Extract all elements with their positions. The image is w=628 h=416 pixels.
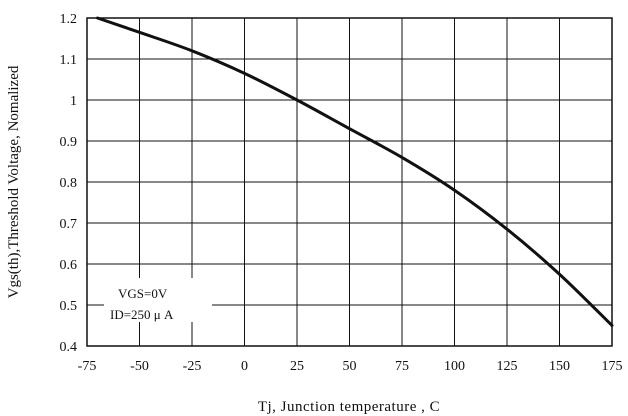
x-tick-label: 175 [602, 359, 623, 374]
y-tick-label: 0.6 [60, 258, 78, 273]
x-tick-label: 50 [343, 359, 357, 374]
x-tick-label: 125 [497, 359, 518, 374]
annotation-box [104, 278, 212, 322]
grid [87, 18, 612, 346]
plot-frame [86, 17, 613, 347]
x-tick-label: -50 [130, 359, 149, 374]
x-tick-label: 75 [395, 359, 409, 374]
y-tick-label: 0.7 [60, 217, 78, 232]
series [96, 16, 614, 327]
y-tick-label: 0.4 [60, 340, 78, 355]
x-tick-label: -25 [183, 359, 202, 374]
annotation-vgs: VGS=0V [118, 286, 168, 301]
y-tick-label: 0.5 [60, 299, 78, 314]
y-tick-label: 1.1 [60, 53, 78, 68]
x-tick-label: 150 [549, 359, 570, 374]
annotation-id: ID=250 μ A [110, 307, 174, 322]
series-line-0 [96, 16, 614, 327]
x-tick-label: 0 [241, 359, 248, 374]
x-tick-label: 100 [444, 359, 465, 374]
y-axis-label: Vgs(th),Threshold Voltage, Nomalized [6, 65, 22, 298]
x-tick-label: 25 [290, 359, 304, 374]
y-tick-label: 1 [70, 94, 77, 109]
y-tick-label: 1.2 [60, 12, 78, 27]
y-tick-label: 0.8 [60, 176, 78, 191]
y-tick-label: 0.9 [60, 135, 78, 150]
x-tick-label: -75 [78, 359, 97, 374]
tick-labels: -75 -50 -25 0 25 50 75 100 125 150 175 0.4 0.5 0.6 0.7… [60, 12, 623, 374]
x-axis-label: Tj, Junction temperature , C [258, 399, 440, 415]
